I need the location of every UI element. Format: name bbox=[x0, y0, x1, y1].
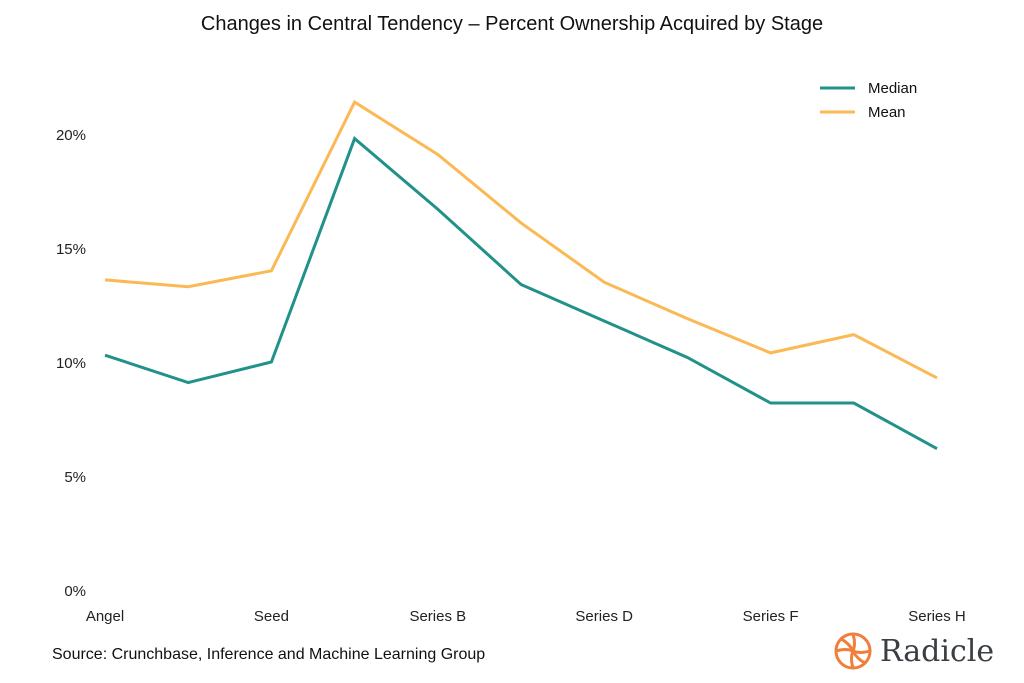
radicle-logo-icon bbox=[834, 632, 872, 670]
x-tick-label: Series D bbox=[575, 608, 633, 625]
y-tick-label: 0% bbox=[64, 583, 86, 600]
x-tick-label: Series F bbox=[743, 608, 799, 625]
chart-title: Changes in Central Tendency – Percent Ow… bbox=[201, 13, 823, 35]
source-note: Source: Crunchbase, Inference and Machin… bbox=[52, 646, 486, 663]
y-tick-label: 20% bbox=[56, 127, 86, 144]
x-tick-label: Angel bbox=[86, 608, 124, 625]
series-line-mean bbox=[104, 99, 938, 380]
x-tick-label: Seed bbox=[254, 608, 289, 625]
legend-label-mean: Mean bbox=[868, 104, 906, 121]
x-tick-label: Series B bbox=[409, 608, 466, 625]
series-line-median bbox=[104, 136, 938, 450]
legend-label-median: Median bbox=[868, 80, 917, 97]
y-tick-label: 15% bbox=[56, 241, 86, 258]
brand-name: Radicle bbox=[880, 633, 995, 669]
y-tick-label: 10% bbox=[56, 355, 86, 372]
y-tick-label: 5% bbox=[64, 469, 86, 486]
brand-logo: Radicle bbox=[832, 630, 994, 672]
x-tick-label: Series H bbox=[908, 608, 966, 625]
